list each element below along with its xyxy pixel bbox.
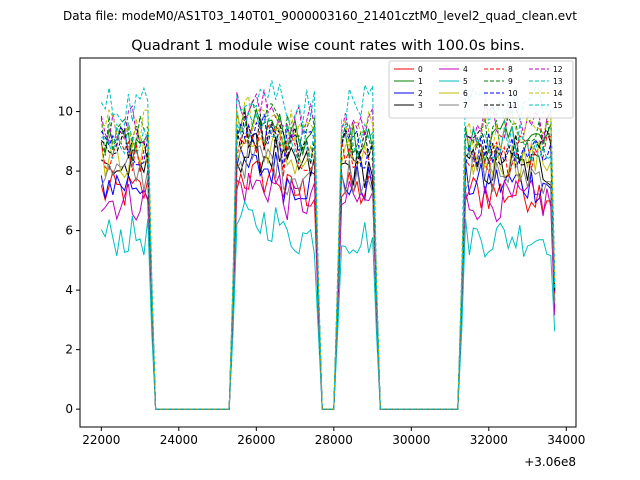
legend-box — [388, 60, 574, 119]
x-tick-label: 30000 — [392, 433, 430, 447]
chart-suptitle: Data file: modeM0/AS1T03_140T01_90000031… — [63, 9, 577, 23]
series-line-7 — [100, 139, 556, 410]
series-layer — [100, 80, 556, 410]
legend-label-6: 6 — [463, 89, 468, 98]
x-axis: 22000 24000 26000 28000 30000 32000 34000 — [82, 427, 585, 447]
series-line-13 — [100, 80, 556, 410]
series-line-5 — [100, 200, 556, 410]
legend-label-13: 13 — [553, 77, 563, 86]
y-tick-label: 2 — [65, 343, 73, 357]
x-tick-label: 32000 — [470, 433, 508, 447]
y-tick-label: 6 — [65, 224, 73, 238]
series-line-8 — [100, 122, 556, 410]
chart-title: Quadrant 1 module wise count rates with … — [131, 38, 525, 54]
legend-label-11: 11 — [508, 101, 518, 110]
series-line-3 — [100, 132, 556, 410]
x-tick-label: 26000 — [237, 433, 275, 447]
legend-label-7: 7 — [463, 101, 468, 110]
legend-label-2: 2 — [418, 89, 423, 98]
legend-label-9: 9 — [508, 77, 513, 86]
x-offset-label: +3.06e8 — [524, 455, 576, 469]
legend-label-14: 14 — [553, 89, 563, 98]
series-line-0 — [100, 161, 556, 410]
series-line-2 — [100, 146, 556, 410]
y-tick-label: 8 — [65, 164, 73, 178]
legend-label-8: 8 — [508, 65, 513, 74]
legend-label-3: 3 — [418, 101, 423, 110]
legend-label-1: 1 — [418, 77, 423, 86]
y-axis: 0 2 4 6 8 10 — [58, 105, 80, 416]
x-tick-label: 34000 — [547, 433, 585, 447]
series-line-10 — [100, 113, 556, 410]
legend-label-12: 12 — [553, 65, 563, 74]
y-tick-label: 0 — [65, 402, 73, 416]
y-tick-label: 10 — [58, 105, 73, 119]
legend-label-5: 5 — [463, 77, 468, 86]
x-tick-label: 22000 — [82, 433, 120, 447]
series-line-4 — [100, 172, 556, 410]
legend-label-4: 4 — [463, 65, 468, 74]
x-tick-label: 24000 — [160, 433, 198, 447]
legend-label-10: 10 — [508, 89, 518, 98]
plot-frame — [79, 57, 577, 428]
y-tick-label: 4 — [65, 283, 73, 297]
legend-label-15: 15 — [553, 101, 563, 110]
legend-label-0: 0 — [418, 65, 423, 74]
x-tick-label: 28000 — [315, 433, 353, 447]
series-line-15 — [101, 111, 556, 410]
